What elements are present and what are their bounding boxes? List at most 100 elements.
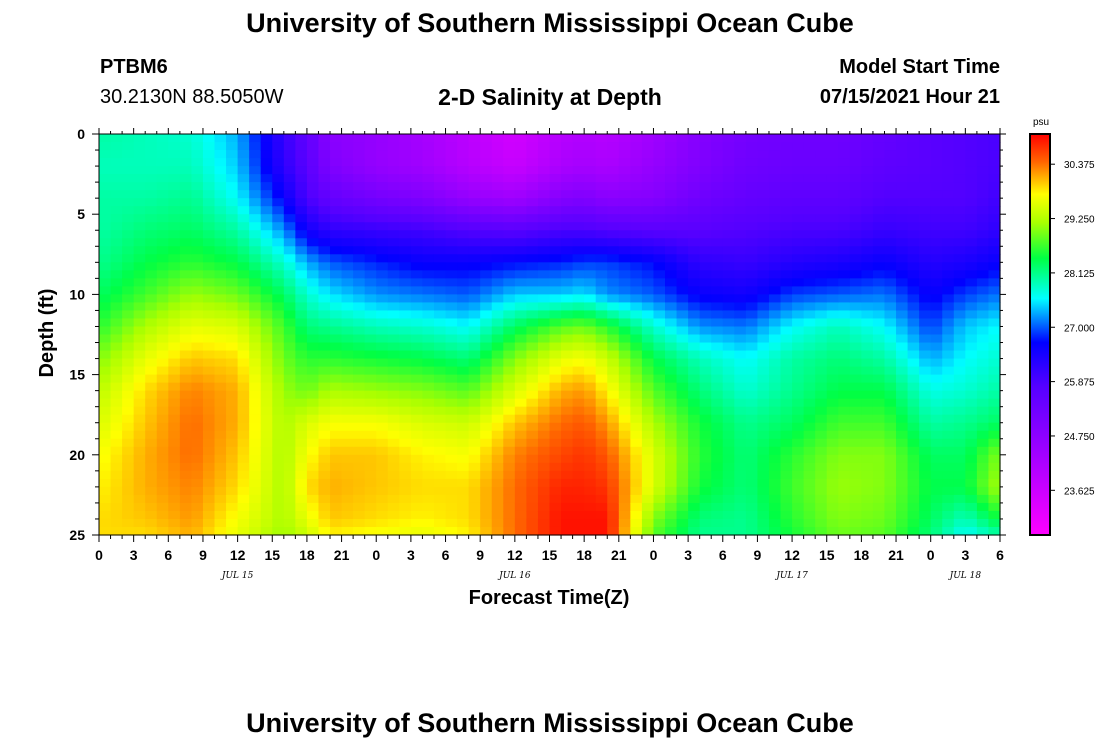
heatmap-cell (330, 406, 343, 416)
heatmap-cell (572, 454, 585, 464)
heatmap-cell (306, 262, 320, 271)
heatmap-cell (295, 278, 308, 287)
heatmap-cell (249, 158, 262, 167)
heatmap-cell (976, 198, 990, 207)
heatmap-cell (145, 134, 158, 143)
heatmap-cell (884, 214, 897, 223)
heatmap-cell (872, 142, 886, 151)
heatmap-cell (306, 278, 320, 287)
heatmap-cell (930, 310, 943, 320)
heatmap-cell (410, 206, 424, 215)
heatmap-cell (306, 462, 320, 472)
heatmap-cell (792, 238, 805, 247)
heatmap-cell (99, 238, 112, 247)
heatmap-cell (399, 358, 412, 368)
heatmap-cell (202, 366, 216, 376)
heatmap-cell (792, 510, 805, 520)
heatmap-cell (122, 230, 135, 239)
heatmap-cell (815, 334, 828, 344)
heatmap-cell (768, 326, 782, 336)
heatmap-cell (364, 238, 377, 247)
heatmap-cell (468, 470, 481, 480)
heatmap-cell (122, 222, 135, 231)
heatmap-cell (919, 150, 932, 159)
heatmap-cell (491, 454, 504, 464)
heatmap-cell (988, 462, 1001, 472)
heatmap-cell (110, 158, 123, 167)
heatmap-cell (295, 510, 308, 520)
heatmap-cell (422, 150, 435, 159)
heatmap-cell (734, 262, 747, 271)
heatmap-cell (480, 286, 493, 295)
heatmap-cell (226, 334, 239, 344)
heatmap-cell (514, 174, 527, 183)
heatmap-cell (283, 190, 296, 199)
heatmap-cell (768, 158, 782, 167)
heatmap-cell (849, 214, 862, 223)
heatmap-cell (826, 334, 839, 344)
heatmap-cell (561, 318, 574, 328)
heatmap-cell (237, 454, 250, 464)
heatmap-cell (283, 526, 296, 536)
heatmap-cell (387, 142, 400, 151)
heatmap-cell (156, 246, 169, 255)
heatmap-cell (722, 262, 735, 271)
heatmap-cell (468, 446, 481, 456)
heatmap-cell (676, 262, 689, 271)
heatmap-cell (145, 518, 158, 528)
heatmap-cell (826, 502, 839, 512)
heatmap-cell (122, 430, 135, 440)
heatmap-cell (757, 310, 770, 320)
heatmap-cell (953, 478, 966, 488)
heatmap-cell (503, 142, 516, 151)
heatmap-cell (480, 454, 493, 464)
heatmap-cell (145, 214, 158, 223)
heatmap-cell (503, 302, 516, 312)
heatmap-cell (942, 358, 955, 368)
heatmap-cell (133, 222, 146, 231)
heatmap-cell (526, 502, 539, 512)
heatmap-cell (780, 438, 793, 448)
heatmap-cell (745, 302, 759, 312)
heatmap-cell (353, 230, 366, 239)
heatmap-cell (399, 174, 412, 183)
heatmap-cell (780, 206, 793, 215)
heatmap-cell (214, 446, 227, 456)
heatmap-cell (665, 230, 678, 239)
heatmap-cell (953, 438, 966, 448)
heatmap-cell (757, 150, 770, 159)
heatmap-cell (526, 158, 539, 167)
heatmap-cell (179, 446, 193, 456)
heatmap-cell (353, 478, 366, 488)
heatmap-cell (953, 190, 966, 199)
heatmap-cell (514, 190, 527, 199)
heatmap-cell (988, 518, 1001, 528)
heatmap-cell (861, 422, 874, 432)
heatmap-cell (641, 174, 655, 183)
heatmap-cell (768, 150, 782, 159)
heatmap-cell (907, 198, 920, 207)
heatmap-cell (665, 486, 678, 496)
heatmap-cell (491, 382, 504, 392)
heatmap-cell (306, 310, 320, 320)
heatmap-cell (202, 246, 216, 255)
heatmap-cell (665, 390, 678, 400)
heatmap-cell (168, 470, 181, 480)
heatmap-cell (410, 462, 424, 472)
heatmap-cell (202, 278, 216, 287)
heatmap-cell (780, 150, 793, 159)
heatmap-cell (688, 142, 701, 151)
heatmap-cell (815, 142, 828, 151)
heatmap-cell (491, 166, 504, 175)
heatmap-cell (792, 134, 805, 143)
heatmap-cell (468, 222, 481, 231)
heatmap-cell (376, 190, 389, 199)
heatmap-cell (341, 310, 354, 320)
heatmap-cell (780, 422, 793, 432)
heatmap-cell (376, 286, 389, 295)
heatmap-cell (896, 166, 909, 175)
heatmap-cell (480, 214, 493, 223)
heatmap-cell (768, 526, 782, 536)
heatmap-cell (584, 486, 597, 496)
heatmap-cell (318, 198, 331, 207)
